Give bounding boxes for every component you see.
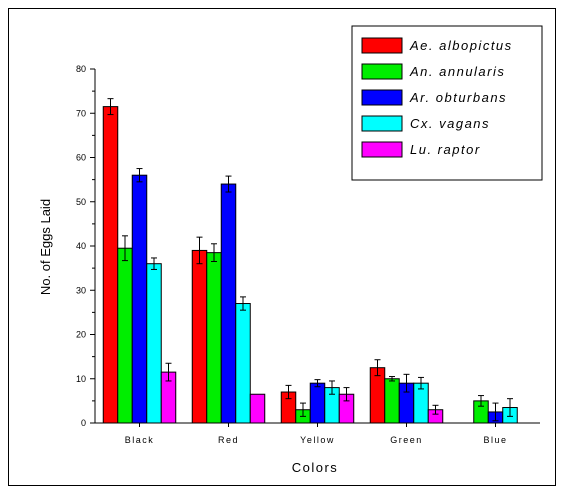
bar-0-1 bbox=[117, 247, 133, 424]
error-bar-2-3 bbox=[329, 380, 335, 395]
error-bar-3-4 bbox=[432, 404, 439, 415]
bars-layer bbox=[102, 106, 518, 424]
y-tick-label-7: 70 bbox=[76, 108, 86, 118]
error-bar-2-2 bbox=[314, 379, 321, 388]
y-tick-label-2: 20 bbox=[76, 330, 86, 340]
error-bar-2-1 bbox=[300, 402, 306, 417]
bar-3-1 bbox=[384, 378, 400, 424]
x-axis-label: Colors bbox=[292, 460, 339, 475]
bar-1-3 bbox=[235, 303, 251, 424]
error-bar-0-3 bbox=[151, 257, 157, 270]
legend-label-1: An. annularis bbox=[409, 64, 505, 79]
y-tick-label-0: 0 bbox=[81, 418, 86, 428]
bar-0-0 bbox=[102, 106, 119, 424]
error-bar-0-0 bbox=[107, 98, 114, 116]
y-axis-label: No. of Eggs Laid bbox=[38, 199, 53, 295]
error-bar-4-2 bbox=[492, 402, 499, 422]
error-bar-2-4 bbox=[343, 387, 350, 402]
bar-1-4 bbox=[249, 393, 266, 424]
y-tick-label-3: 30 bbox=[76, 285, 86, 295]
bar-0-3 bbox=[146, 263, 162, 424]
legend-swatch-3 bbox=[361, 115, 403, 132]
x-tick-label-4: Blue bbox=[483, 435, 507, 445]
y-tick-label-6: 60 bbox=[76, 153, 86, 163]
x-tick-label-1: Red bbox=[218, 435, 239, 445]
error-bar-3-1 bbox=[389, 376, 395, 382]
error-bars-layer bbox=[107, 98, 513, 422]
bar-1-1 bbox=[206, 252, 222, 424]
legend-label-3: Cx. vagans bbox=[410, 116, 490, 131]
legend-swatch-4 bbox=[361, 141, 403, 158]
error-bar-1-1 bbox=[211, 243, 217, 262]
legend-swatch-2 bbox=[361, 89, 403, 106]
error-bar-0-1 bbox=[122, 235, 128, 262]
x-tick-label-3: Green bbox=[390, 435, 423, 445]
y-tick-label-4: 40 bbox=[76, 241, 86, 251]
error-bar-3-2 bbox=[403, 373, 410, 393]
bar-1-2 bbox=[220, 183, 237, 424]
y-tick-label-1: 10 bbox=[76, 374, 86, 384]
legend-label-0: Ae. albopictus bbox=[409, 38, 513, 53]
error-bar-1-2 bbox=[225, 175, 232, 193]
bar-2-2 bbox=[309, 382, 326, 424]
axes-layer: Black Red Yellow Green Blue 0 10 20 30 40 50 60 70 80 bbox=[76, 64, 540, 445]
y-tick-label-8: 80 bbox=[76, 64, 86, 74]
error-bar-3-0 bbox=[374, 359, 381, 377]
error-bar-4-1 bbox=[478, 395, 484, 407]
legend-swatch-0 bbox=[361, 37, 403, 54]
legend-label-2: Ar. obturbans bbox=[409, 90, 507, 105]
legend: Ae. albopictus An. annularis Ar. obturbans… bbox=[351, 25, 543, 181]
error-bar-2-0 bbox=[285, 384, 292, 400]
x-tick-label-0: Black bbox=[125, 435, 155, 445]
bar-0-2 bbox=[131, 174, 148, 424]
error-bar-0-4 bbox=[165, 362, 172, 382]
error-bar-1-3 bbox=[240, 296, 246, 311]
error-bar-3-3 bbox=[418, 376, 424, 390]
error-bar-4-3 bbox=[507, 398, 513, 417]
y-tick-label-5: 50 bbox=[76, 197, 86, 207]
x-tick-label-2: Yellow bbox=[300, 435, 335, 445]
error-bar-0-2 bbox=[136, 168, 143, 183]
error-bar-1-0 bbox=[196, 236, 203, 265]
legend-swatch-1 bbox=[361, 63, 403, 80]
bar-1-0 bbox=[191, 249, 208, 424]
legend-label-4: Lu. raptor bbox=[410, 142, 481, 157]
